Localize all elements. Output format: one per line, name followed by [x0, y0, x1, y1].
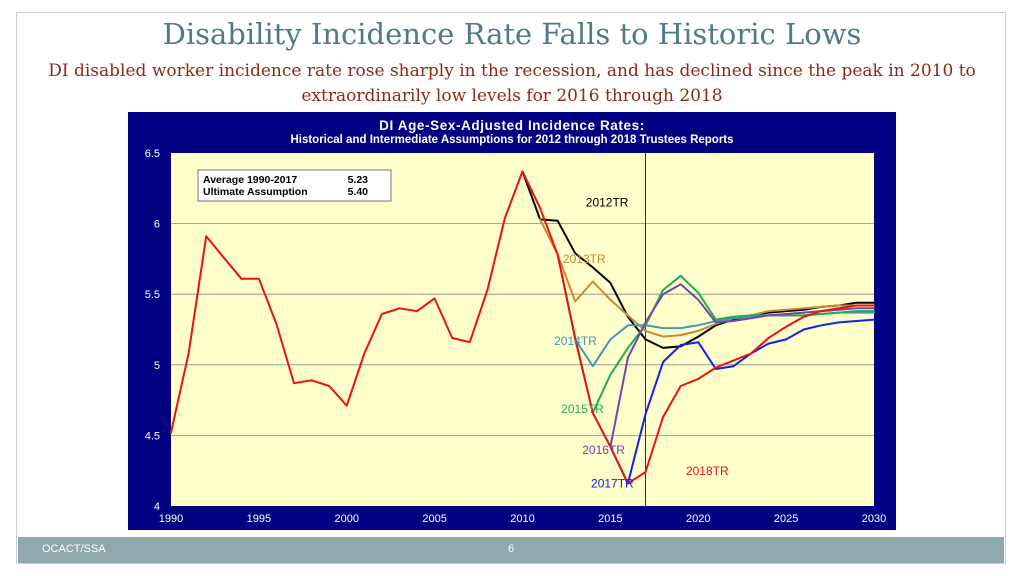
- x-tick-label: 2015: [598, 513, 622, 525]
- series-line-historical: [170, 170, 629, 485]
- series-line-2015tr: [574, 274, 875, 414]
- line-chart: 4 4.5 5 5.5 6 6.5 1990 1995 2000 2005 2010 2015 2020…: [145, 148, 887, 525]
- series-label-2014tr: 2014TR: [554, 334, 597, 348]
- footer-bar: OCACT/SSA 6: [18, 537, 1004, 563]
- series-label-2018tr: 2018TR: [686, 464, 729, 478]
- series-line-2018tr: [626, 304, 875, 485]
- y-tick-label: 4.5: [145, 430, 160, 442]
- chart-subtitle: Historical and Intermediate Assumptions …: [290, 134, 734, 146]
- x-tick-label: 1990: [159, 513, 183, 525]
- footer-org: OCACT/SSA: [42, 543, 106, 555]
- x-tick-label: 1995: [247, 513, 271, 525]
- y-tick-label: 6: [154, 219, 160, 231]
- legend-ultimate-label: Ultimate Assumption: [203, 186, 308, 198]
- legend-box: [197, 169, 392, 202]
- legend-ultimate-value: 5.40: [348, 186, 369, 198]
- series-label-2012tr: 2012TR: [586, 196, 629, 210]
- y-tick-label: 5.5: [145, 289, 160, 301]
- slide-subtitle: DI disabled worker incidence rate rose s…: [48, 61, 976, 106]
- plot-area: [171, 153, 874, 506]
- legend-average-label: Average 1990-2017: [203, 174, 297, 186]
- slide-frame: [16, 12, 1006, 564]
- x-tick-label: 2020: [686, 513, 710, 525]
- series-label-2013tr: 2013TR: [563, 252, 606, 266]
- series-label-2015tr: 2015TR: [561, 402, 604, 416]
- legend-average-value: 5.23: [348, 174, 369, 186]
- x-tick-label: 2010: [510, 513, 534, 525]
- y-tick-label: 4: [154, 501, 160, 513]
- x-tick-label: 2030: [862, 513, 886, 525]
- x-tick-label: 2005: [422, 513, 446, 525]
- x-tick-label: 2000: [335, 513, 359, 525]
- series-line-2017tr: [609, 318, 875, 485]
- series-label-2016tr: 2016TR: [582, 443, 625, 457]
- y-tick-label: 5: [154, 360, 160, 372]
- series-line-2013tr: [539, 218, 875, 338]
- page-number: 6: [507, 543, 515, 555]
- chart-title: DI Age-Sex-Adjusted Incidence Rates:: [379, 118, 645, 133]
- y-tick-label: 6.5: [145, 148, 160, 160]
- slide-title: Disability Incidence Rate Falls to Histo…: [162, 17, 862, 51]
- x-tick-label: 2025: [774, 513, 798, 525]
- series-label-2017tr: 2017TR: [591, 477, 634, 491]
